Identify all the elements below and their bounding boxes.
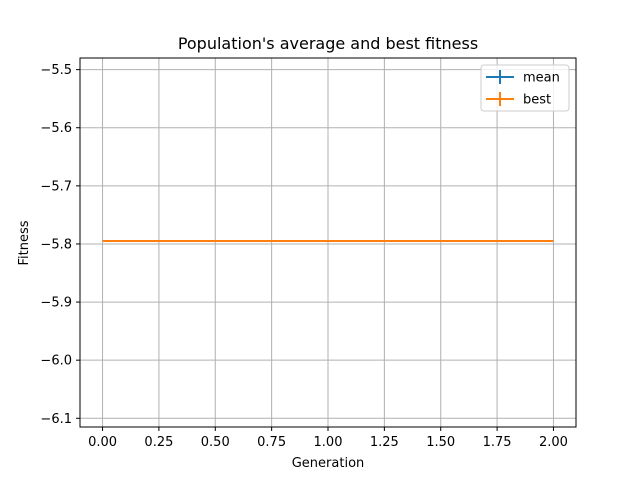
- x-axis-label: Generation: [292, 456, 365, 471]
- x-tick-label: 1.00: [314, 435, 343, 450]
- y-tick-label: −5.9: [40, 296, 72, 311]
- y-tick-label: −6.1: [40, 412, 72, 427]
- y-tick-label: −5.5: [40, 63, 72, 78]
- x-tick-label: 1.25: [370, 435, 399, 450]
- y-tick-label: −6.0: [40, 354, 72, 369]
- x-tick-label: 1.50: [426, 435, 455, 450]
- chart-title: Population's average and best fitness: [178, 34, 478, 53]
- x-axis-ticks: 0.00 0.25 0.50 0.75 1.00 1.25 1.50 1.75 2.00: [88, 427, 568, 450]
- grid: [80, 58, 576, 427]
- x-tick-label: 0.50: [201, 435, 230, 450]
- legend-label-best: best: [523, 93, 551, 108]
- y-axis-label: Fitness: [17, 220, 32, 265]
- x-tick-label: 2.00: [539, 435, 568, 450]
- x-tick-label: 0.00: [88, 435, 117, 450]
- y-tick-label: −5.8: [40, 237, 72, 252]
- y-tick-label: −5.6: [40, 121, 72, 136]
- y-tick-label: −5.7: [40, 179, 72, 194]
- x-tick-label: 0.25: [144, 435, 173, 450]
- x-tick-label: 0.75: [257, 435, 286, 450]
- legend: mean best: [480, 64, 570, 112]
- x-tick-label: 1.75: [483, 435, 512, 450]
- legend-label-mean: mean: [523, 71, 560, 86]
- y-axis-ticks: −5.5 −5.6 −5.7 −5.8 −5.9 −6.0 −6.1: [40, 63, 80, 427]
